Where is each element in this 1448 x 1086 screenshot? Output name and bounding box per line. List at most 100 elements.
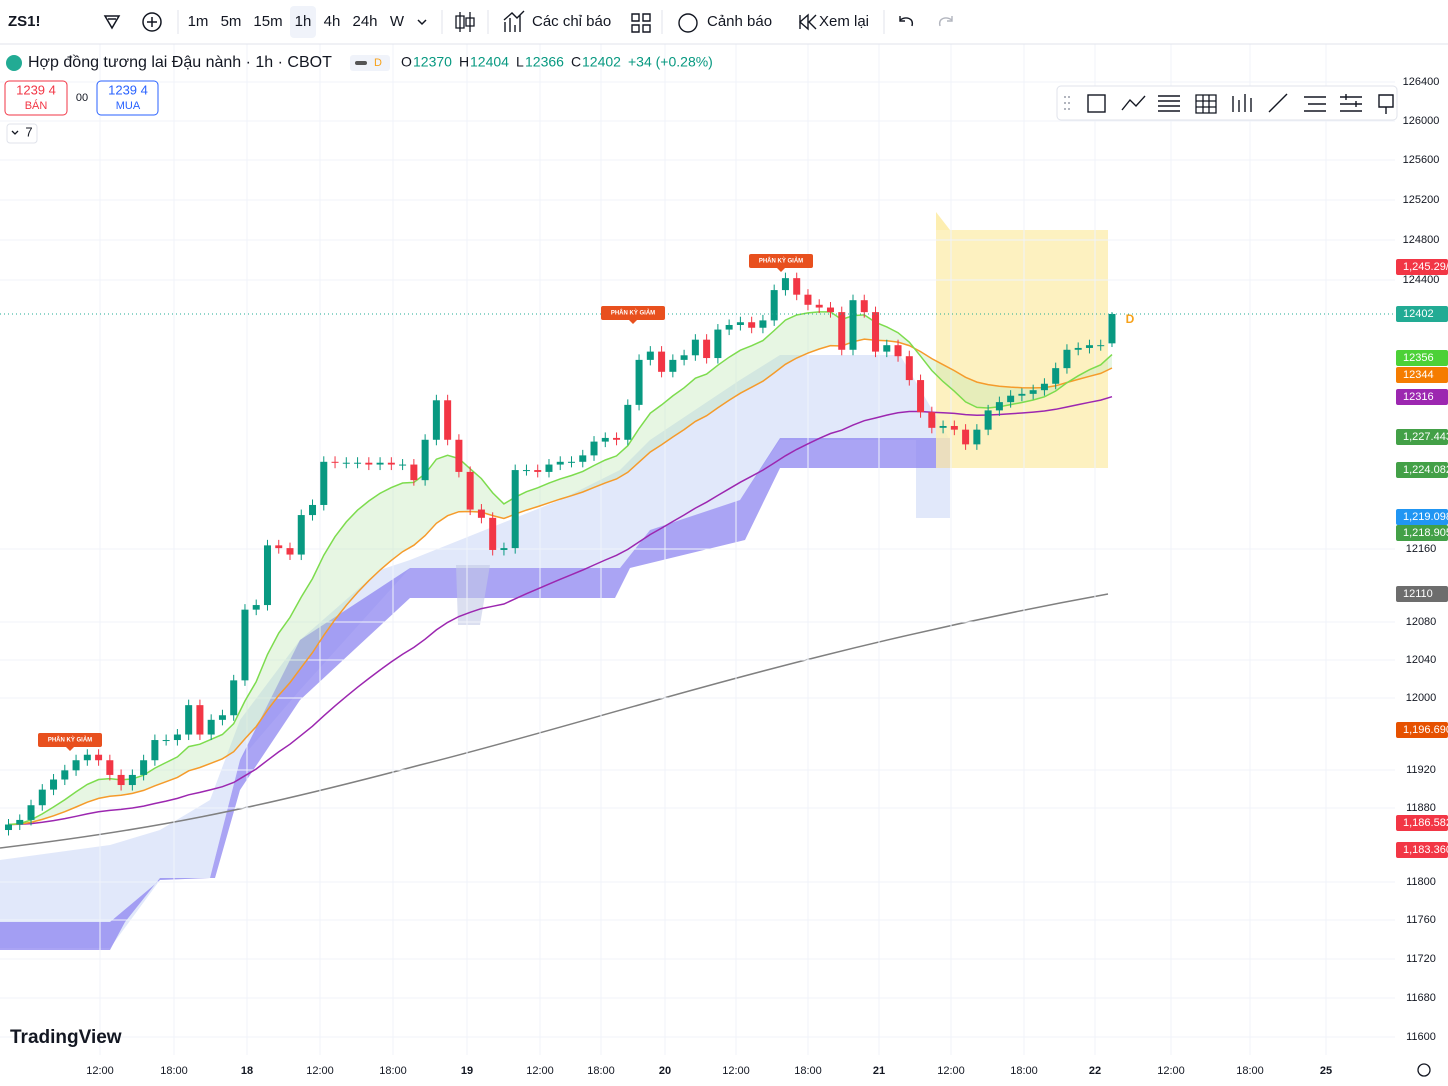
x-axis-label: 18:00: [379, 1065, 407, 1077]
candle-body: [27, 805, 35, 820]
candle-body: [331, 461, 339, 463]
candle-body: [185, 705, 193, 735]
candle-body: [568, 461, 575, 463]
candle-body: [275, 545, 283, 549]
candle-body: [556, 461, 564, 465]
settings-tool[interactable]: [1340, 94, 1362, 112]
legend-change: +34 (+0.28%): [628, 54, 713, 70]
chart-type-icon[interactable]: [455, 12, 475, 32]
interval[interactable]: 1m: [188, 13, 209, 30]
channel-tool[interactable]: [1304, 96, 1326, 112]
candle-body: [624, 404, 632, 440]
candle-body: [590, 441, 598, 456]
y-axis-label: 11800: [1406, 876, 1436, 888]
interval[interactable]: 15m: [253, 13, 282, 30]
candle-body: [838, 312, 846, 350]
x-axis-label: 12:00: [306, 1065, 334, 1077]
candle-body: [1040, 383, 1048, 391]
candle-body: [635, 359, 643, 405]
plot: D PHÂN KỲ GIẢM PHÂN KỲ GIẢM PHÂN KỲ GIẢM: [0, 254, 1395, 836]
collapse-chevron: [11, 130, 19, 135]
annotation: PHÂN KỲ GIẢM: [611, 310, 655, 317]
line-tool[interactable]: [1268, 93, 1288, 113]
candle-body: [500, 548, 508, 550]
candle-body: [1108, 313, 1116, 344]
replay-button[interactable]: Xem lại: [819, 13, 869, 30]
grid: [0, 44, 1395, 1055]
drag-handle[interactable]: [1064, 96, 1070, 110]
top-toolbar: ZS1! 1m 5m 15m 1h 4h 24h W Các chỉ báo Cảnh bá…: [0, 0, 1448, 45]
interval-dropdown[interactable]: [417, 19, 427, 26]
interval[interactable]: W: [390, 13, 405, 30]
rect-tool[interactable]: [1087, 94, 1106, 113]
candle-body: [128, 774, 136, 786]
legend-h: H: [459, 54, 469, 70]
candle-body: [759, 320, 767, 328]
toolbar-bg: [0, 0, 1448, 44]
price-label-bg: [1396, 815, 1448, 831]
layouts-icon[interactable]: [631, 13, 651, 33]
symbol[interactable]: ZS1!: [8, 13, 41, 30]
grid-tool[interactable]: [1195, 94, 1217, 114]
annotation-bg: [38, 733, 102, 747]
candle-body: [928, 412, 936, 428]
candle-body: [725, 324, 733, 330]
spread: 00: [76, 92, 88, 104]
indicators-button[interactable]: Các chỉ báo: [532, 13, 611, 30]
interval[interactable]: 1h: [295, 13, 312, 30]
annotation-bg: [749, 254, 813, 268]
annotation-pointer: [66, 747, 74, 751]
x-axis-label: 22: [1089, 1065, 1101, 1077]
ema-line: [8, 311, 1113, 826]
candle-body: [905, 356, 913, 381]
legend-l: L: [516, 54, 524, 70]
collapse-button[interactable]: [6, 123, 38, 144]
sell-button[interactable]: [4, 80, 68, 116]
watermark: TradingView: [10, 1027, 122, 1048]
drawing-toolbar: [1056, 85, 1398, 121]
price-label: 1,219.098: [1403, 511, 1448, 523]
price-label: 1,196.690: [1403, 724, 1448, 736]
interval[interactable]: 4h: [324, 13, 341, 30]
compare-icon[interactable]: [103, 15, 121, 30]
replay-icon[interactable]: [798, 13, 817, 31]
undo-icon[interactable]: [899, 16, 914, 27]
volume-tool[interactable]: [1232, 94, 1252, 112]
legend-title: Hợp đồng tương lai Đậu nành · 1h · CBOT: [28, 54, 332, 71]
buy-button[interactable]: [96, 80, 159, 116]
redo-icon[interactable]: [938, 16, 953, 27]
add-symbol-icon[interactable]: [142, 12, 162, 32]
candle-body: [399, 464, 407, 466]
price-label: 1,224.082: [1403, 464, 1448, 476]
candle-body: [162, 740, 170, 742]
candle-body: [950, 425, 958, 430]
candle-body: [613, 437, 621, 440]
last-marker: D: [1126, 312, 1135, 326]
candle-body: [849, 300, 857, 350]
candle-body: [83, 754, 91, 761]
template-tool[interactable]: [1378, 94, 1394, 114]
fib-tool[interactable]: [1158, 95, 1180, 112]
x-axis-label: 19: [461, 1065, 473, 1077]
alert-icon[interactable]: [678, 13, 698, 33]
candle-body: [781, 278, 789, 291]
candle-body: [309, 504, 317, 516]
y-axis-label: 12000: [1406, 692, 1437, 704]
candle-body: [466, 471, 474, 510]
y-axis-label: 124800: [1403, 234, 1440, 246]
add-symbol-plus: [147, 17, 157, 27]
position-corner: [936, 212, 950, 230]
candle-body: [5, 824, 12, 831]
x-axis-label: 18: [241, 1065, 253, 1077]
x-axis-label: 21: [873, 1065, 885, 1077]
sell-label: BÁN: [25, 99, 48, 112]
x-axis-label: 12:00: [1157, 1065, 1185, 1077]
path-tool[interactable]: [1121, 95, 1146, 111]
y-axis-label: 12080: [1406, 616, 1437, 628]
alert-button[interactable]: Cảnh báo: [707, 13, 772, 30]
interval[interactable]: 5m: [221, 13, 242, 30]
axis-settings[interactable]: [1417, 1063, 1431, 1077]
price-label: 12402: [1403, 308, 1434, 320]
interval[interactable]: 24h: [352, 13, 377, 30]
indicators-icon[interactable]: [503, 10, 525, 32]
